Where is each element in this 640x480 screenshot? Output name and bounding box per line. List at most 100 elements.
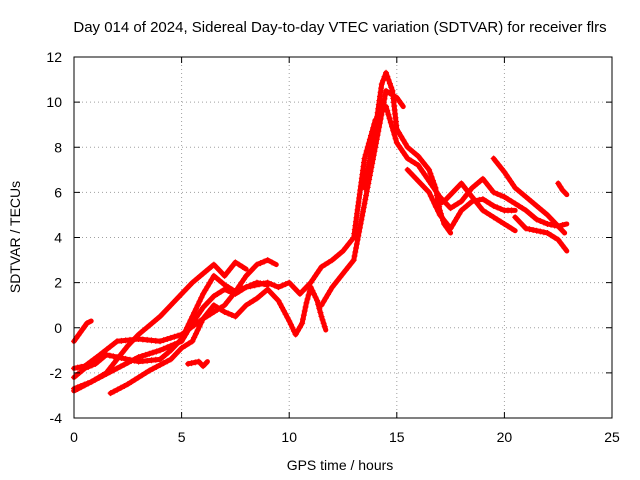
data-point — [159, 310, 166, 317]
data-point — [419, 168, 426, 175]
data-point — [504, 196, 511, 203]
data-point — [407, 169, 414, 176]
data-point — [310, 290, 317, 297]
data-point — [361, 155, 368, 162]
x-tick-label: 10 — [281, 429, 297, 445]
data-point — [225, 287, 232, 294]
data-point — [88, 362, 95, 369]
data-point — [497, 205, 504, 212]
data-point — [454, 214, 461, 221]
data-point — [235, 310, 242, 317]
data-point — [512, 214, 519, 221]
data-point — [182, 331, 189, 338]
data-point — [317, 309, 324, 316]
data-point — [122, 355, 129, 362]
data-point — [111, 388, 118, 395]
data-point — [189, 338, 196, 345]
data-point — [173, 296, 180, 303]
data-point — [282, 311, 289, 318]
data-point — [334, 277, 341, 284]
data-point — [503, 172, 510, 179]
data-point — [444, 195, 451, 202]
data-point — [303, 299, 310, 306]
data-point — [107, 390, 114, 397]
data-point — [493, 158, 500, 165]
data-point — [197, 307, 204, 314]
data-point — [427, 193, 434, 200]
data-point — [302, 303, 309, 310]
data-point — [316, 266, 323, 273]
data-point — [404, 155, 411, 162]
data-point — [352, 218, 359, 225]
data-point — [433, 204, 440, 211]
data-point — [314, 270, 321, 277]
data-point — [210, 261, 217, 268]
data-point — [461, 183, 468, 190]
data-point — [320, 298, 327, 305]
data-point — [171, 333, 178, 340]
data-point — [454, 200, 461, 207]
data-point — [429, 177, 436, 184]
data-point — [268, 259, 275, 266]
data-point — [395, 129, 402, 136]
y-tick-label: 8 — [54, 139, 62, 155]
data-point — [85, 363, 92, 370]
data-point — [185, 340, 192, 347]
data-point — [131, 376, 138, 383]
data-point — [507, 178, 514, 185]
data-point — [345, 263, 352, 270]
data-point — [191, 334, 198, 341]
data-point — [162, 307, 169, 314]
data-point — [225, 310, 232, 317]
y-axis-label: SDTVAR / TECUs — [7, 181, 23, 293]
data-point — [157, 313, 164, 320]
data-point — [501, 169, 508, 176]
data-point — [325, 259, 332, 266]
data-series — [107, 284, 329, 397]
data-point — [434, 196, 441, 203]
data-point — [557, 183, 564, 190]
data-point — [239, 286, 246, 293]
data-point — [420, 183, 427, 190]
data-point — [547, 214, 554, 221]
data-point — [241, 276, 248, 283]
data-point — [279, 304, 286, 311]
data-point — [131, 355, 138, 362]
data-point — [561, 245, 568, 252]
data-point — [351, 253, 358, 260]
data-point — [426, 166, 433, 173]
data-point — [442, 218, 449, 225]
data-point — [286, 279, 293, 286]
data-point — [378, 85, 385, 92]
data-point — [221, 302, 228, 309]
data-point — [299, 316, 306, 323]
data-point — [127, 339, 134, 346]
data-point — [530, 226, 537, 233]
data-point — [428, 174, 435, 181]
data-point — [228, 311, 235, 318]
data-point — [245, 270, 252, 277]
data-point — [351, 226, 358, 233]
data-point — [355, 202, 362, 209]
data-point — [432, 184, 439, 191]
y-tick-label: 6 — [54, 184, 62, 200]
data-point — [345, 241, 352, 248]
data-point — [497, 218, 504, 225]
data-point — [446, 192, 453, 199]
data-point — [359, 212, 366, 219]
data-point — [447, 205, 454, 212]
data-point — [167, 302, 174, 309]
data-point — [561, 189, 568, 196]
data-point — [243, 272, 250, 279]
data-point — [512, 200, 519, 207]
data-point — [250, 281, 257, 288]
data-point — [96, 374, 103, 381]
data-point — [164, 358, 171, 365]
data-point — [185, 327, 192, 334]
data-point — [175, 332, 182, 339]
x-axis-label: GPS time / hours — [287, 457, 394, 473]
data-point — [548, 221, 555, 228]
data-point — [456, 211, 463, 218]
data-series — [555, 180, 570, 198]
data-point — [501, 220, 508, 227]
